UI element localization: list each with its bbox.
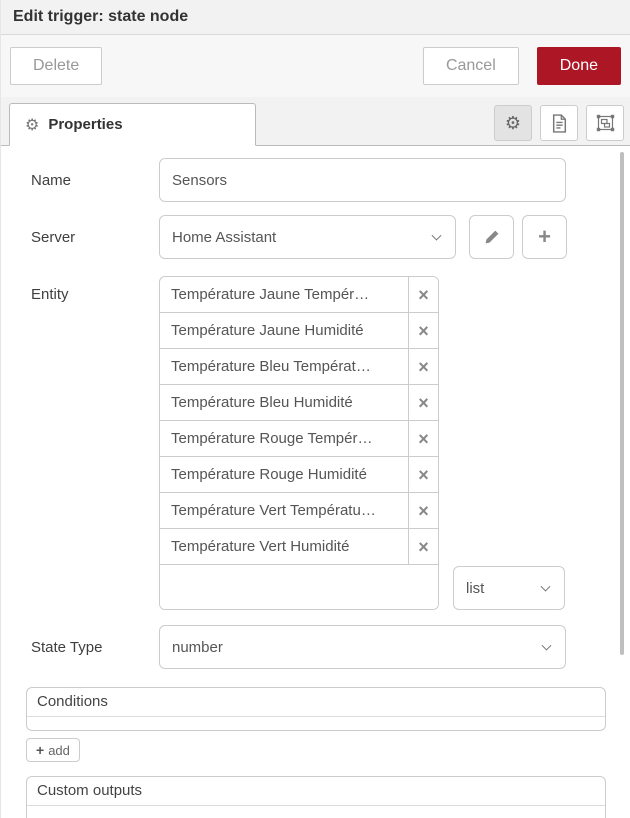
document-icon — [551, 113, 568, 133]
entity-value-input[interactable]: Température Vert Humidité — [171, 538, 350, 555]
entity-value-input[interactable]: Température Jaune Tempér… — [171, 286, 370, 303]
add-server-button[interactable]: + — [522, 215, 567, 259]
custom-outputs-header: Custom outputs — [27, 777, 605, 806]
conditions-section: Conditions — [26, 687, 606, 731]
tab-bar: ⚙ Properties ⚙ — [1, 97, 630, 146]
remove-entity-button[interactable]: × — [408, 277, 438, 312]
remove-entity-button[interactable]: × — [408, 529, 438, 564]
dialog-header: Edit trigger: state node — [1, 0, 630, 35]
gear-icon: ⚙ — [25, 116, 40, 134]
entity-mode-select[interactable]: list — [453, 566, 565, 610]
server-label: Server — [31, 228, 76, 246]
chevron-down-icon — [540, 581, 551, 592]
remove-entity-button[interactable]: × — [408, 457, 438, 492]
entity-item: Température Rouge Tempér… × — [160, 421, 438, 457]
state-type-value: number — [172, 638, 223, 656]
chevron-down-icon — [431, 230, 442, 241]
remove-entity-button[interactable]: × — [408, 421, 438, 456]
cancel-button[interactable]: Cancel — [422, 47, 519, 85]
conditions-header: Conditions — [27, 688, 605, 717]
entity-value-input[interactable]: Température Rouge Humidité — [171, 466, 367, 483]
x-icon: × — [418, 536, 429, 557]
entity-value-input[interactable]: Température Bleu Températ… — [171, 358, 371, 375]
object-group-icon — [596, 114, 615, 132]
appearance-button[interactable] — [586, 105, 624, 141]
custom-outputs-list-empty — [27, 806, 605, 818]
delete-button[interactable]: Delete — [10, 47, 103, 85]
done-button[interactable]: Done — [536, 47, 621, 85]
entity-mode-value: list — [466, 579, 485, 597]
entity-value-input[interactable]: Température Jaune Humidité — [171, 322, 364, 339]
entity-item: Température Rouge Humidité × — [160, 457, 438, 493]
x-icon: × — [418, 392, 429, 413]
x-icon: × — [418, 428, 429, 449]
name-row: Name — [1, 158, 630, 202]
remove-entity-button[interactable]: × — [408, 349, 438, 384]
properties-form: Name Server Home Assistant + Entity — [1, 146, 630, 818]
entity-item: Température Vert Températu… × — [160, 493, 438, 529]
edit-server-button[interactable] — [469, 215, 514, 259]
dialog-title: Edit trigger: state node — [13, 8, 189, 25]
tab-icon-buttons: ⚙ — [494, 105, 624, 141]
server-select[interactable]: Home Assistant — [159, 215, 456, 259]
x-icon: × — [418, 464, 429, 485]
remove-entity-button[interactable]: × — [408, 493, 438, 528]
entity-item: Température Jaune Tempér… × — [160, 277, 438, 313]
chevron-down-icon — [541, 640, 552, 651]
properties-gear-button[interactable]: ⚙ — [494, 105, 532, 141]
tab-properties-label: Properties — [48, 116, 123, 133]
toolbar: Delete Cancel Done — [1, 35, 630, 97]
entity-item: Température Vert Humidité × — [160, 529, 438, 565]
remove-entity-button[interactable]: × — [408, 313, 438, 348]
x-icon: × — [418, 356, 429, 377]
server-row: Server Home Assistant + — [1, 215, 630, 259]
name-input[interactable] — [159, 158, 566, 202]
add-condition-label: add — [48, 742, 70, 758]
entity-item: Température Jaune Humidité × — [160, 313, 438, 349]
custom-outputs-section: Custom outputs — [26, 776, 606, 818]
name-label: Name — [31, 171, 72, 189]
x-icon: × — [418, 500, 429, 521]
plus-icon: + — [36, 742, 45, 758]
state-type-label: State Type — [31, 638, 103, 656]
entity-item: Température Bleu Températ… × — [160, 349, 438, 385]
pencil-icon — [484, 229, 500, 245]
entity-value-input[interactable]: Température Vert Températu… — [171, 502, 376, 519]
entity-list: Température Jaune Tempér… × Température … — [159, 276, 439, 610]
x-icon: × — [418, 320, 429, 341]
state-type-select[interactable]: number — [159, 625, 566, 669]
state-type-row: State Type number — [1, 625, 630, 669]
entity-row: Entity Température Jaune Tempér… × Tempé… — [1, 276, 630, 610]
server-select-value: Home Assistant — [172, 228, 277, 246]
entity-value-input[interactable]: Température Bleu Humidité — [171, 394, 353, 411]
add-condition-button[interactable]: + add — [26, 738, 80, 762]
entity-value-input[interactable]: Température Rouge Tempér… — [171, 430, 373, 447]
tab-properties[interactable]: ⚙ Properties — [9, 103, 256, 146]
description-button[interactable] — [540, 105, 578, 141]
entity-item: Température Bleu Humidité × — [160, 385, 438, 421]
plus-icon: + — [538, 224, 551, 249]
remove-entity-button[interactable]: × — [408, 385, 438, 420]
conditions-list-empty — [27, 717, 605, 730]
x-icon: × — [418, 284, 429, 305]
entity-input-empty[interactable] — [160, 565, 438, 609]
scrollbar[interactable] — [620, 152, 624, 655]
gear-icon: ⚙ — [504, 112, 522, 133]
entity-label: Entity — [31, 286, 69, 303]
